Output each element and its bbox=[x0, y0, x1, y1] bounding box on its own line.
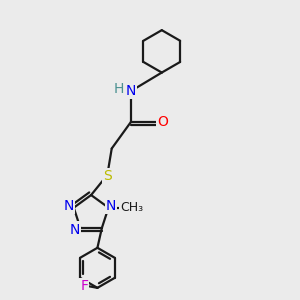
Text: N: N bbox=[63, 199, 74, 213]
Text: S: S bbox=[103, 169, 112, 184]
Text: H: H bbox=[113, 82, 124, 96]
Text: F: F bbox=[80, 279, 88, 293]
Text: N: N bbox=[106, 199, 116, 213]
Text: N: N bbox=[70, 223, 80, 236]
Text: CH₃: CH₃ bbox=[120, 201, 143, 214]
Text: O: O bbox=[157, 115, 168, 129]
Text: N: N bbox=[126, 84, 136, 98]
